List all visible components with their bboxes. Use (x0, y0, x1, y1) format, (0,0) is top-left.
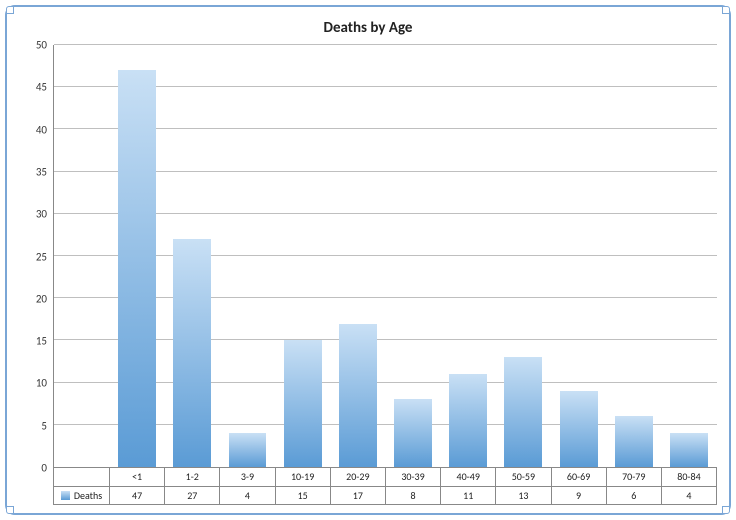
bar (670, 433, 708, 467)
bar (504, 357, 542, 467)
y-tick-label: 25 (36, 250, 47, 263)
category-label: 10-19 (276, 468, 330, 486)
data-col: 80-844 (662, 468, 716, 504)
data-col: 10-1915 (276, 468, 331, 504)
data-col: 3-94 (220, 468, 275, 504)
value-label: 4 (662, 486, 716, 504)
value-label: 27 (165, 486, 219, 504)
data-col: 1-227 (165, 468, 220, 504)
frame-corner (6, 506, 14, 514)
bar-slot (607, 45, 662, 467)
data-col: 20-2917 (331, 468, 386, 504)
y-tick-label: 5 (41, 419, 47, 432)
frame-corner (722, 506, 730, 514)
category-label: 40-49 (441, 468, 495, 486)
value-label: 47 (110, 486, 164, 504)
y-tick-label: 0 (41, 462, 47, 475)
bar-slot (276, 45, 331, 467)
chart-frame: Deaths by Age 0 5 10 15 20 25 30 35 40 45 50 Death… (5, 5, 731, 515)
bar (560, 391, 598, 467)
chart-title: Deaths by Age (19, 19, 717, 37)
category-label: 50-59 (496, 468, 550, 486)
bars-container (110, 45, 717, 467)
category-label: <1 (110, 468, 164, 486)
value-label: 17 (331, 486, 385, 504)
y-tick-label: 10 (36, 377, 47, 390)
bar (615, 416, 653, 467)
bar (394, 399, 432, 467)
value-label: 13 (496, 486, 550, 504)
data-table: Deaths <1471-2273-9410-191520-291730-398… (53, 468, 717, 505)
data-col: <147 (110, 468, 165, 504)
value-label: 6 (607, 486, 661, 504)
bar-slot (165, 45, 220, 467)
category-label: 3-9 (220, 468, 274, 486)
bar (284, 340, 322, 467)
frame-corner (722, 6, 730, 14)
data-col: 50-5913 (496, 468, 551, 504)
data-columns: <1471-2273-9410-191520-291730-39840-4911… (110, 468, 716, 504)
legend-column: Deaths (54, 468, 110, 504)
data-col: 70-796 (607, 468, 662, 504)
y-tick-label: 40 (36, 123, 47, 136)
value-label: 4 (220, 486, 274, 504)
y-axis: 05101520253035404550 (19, 45, 53, 468)
bar-slot (220, 45, 275, 467)
bar-slot (496, 45, 551, 467)
bar (339, 324, 377, 467)
y-tick-label: 35 (36, 165, 47, 178)
data-col: 30-398 (386, 468, 441, 504)
frame-corner (6, 6, 14, 14)
y-tick-label: 50 (36, 39, 47, 52)
category-label: 30-39 (386, 468, 440, 486)
y-tick-label: 30 (36, 208, 47, 221)
category-label: 70-79 (607, 468, 661, 486)
plot (53, 45, 717, 468)
value-label: 8 (386, 486, 440, 504)
value-label: 15 (276, 486, 330, 504)
category-label: 20-29 (331, 468, 385, 486)
bar (229, 433, 267, 467)
bar (449, 374, 487, 467)
data-col: 40-4911 (441, 468, 496, 504)
legend-swatch (61, 491, 70, 500)
bar-slot (331, 45, 386, 467)
bar-slot (441, 45, 496, 467)
bar-slot (662, 45, 717, 467)
bar-slot (110, 45, 165, 467)
bar (173, 239, 211, 467)
bar (118, 70, 156, 467)
value-label: 9 (552, 486, 606, 504)
category-label: 1-2 (165, 468, 219, 486)
bar-slot (386, 45, 441, 467)
y-tick-label: 20 (36, 292, 47, 305)
data-col: 60-699 (552, 468, 607, 504)
legend-label: Deaths (74, 489, 102, 502)
bar-slot (552, 45, 607, 467)
legend-series: Deaths (54, 486, 109, 504)
y-tick-label: 15 (36, 335, 47, 348)
value-label: 11 (441, 486, 495, 504)
category-label: 60-69 (552, 468, 606, 486)
legend-header-empty (54, 468, 109, 486)
y-tick-label: 45 (36, 81, 47, 94)
category-label: 80-84 (662, 468, 716, 486)
plot-area: 05101520253035404550 Deaths <1471-2273-9… (19, 45, 717, 505)
